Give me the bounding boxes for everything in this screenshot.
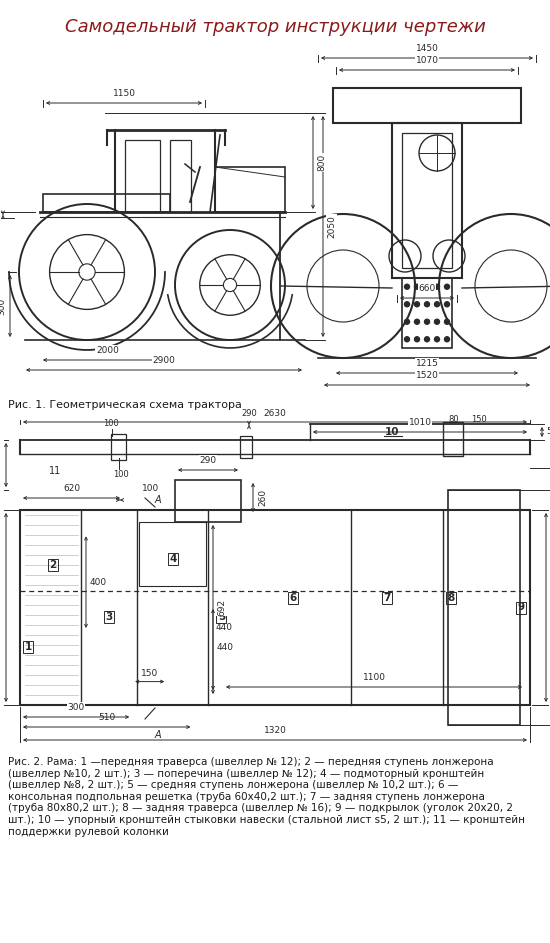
Bar [240,436,252,458]
Text: 6: 6 [289,593,296,603]
Circle shape [404,284,410,290]
Text: 2050: 2050 [327,215,336,238]
Circle shape [415,320,420,324]
Text: 80: 80 [448,416,459,424]
Text: 290: 290 [200,456,217,465]
Circle shape [425,337,430,341]
Text: 9: 9 [518,603,525,613]
Bar [215,167,285,212]
Text: 1010: 1010 [409,418,432,427]
Text: 100: 100 [103,419,119,428]
Text: 4: 4 [169,554,177,564]
Text: 2630: 2630 [263,409,287,418]
Text: A: A [155,495,161,505]
Bar [402,278,452,348]
Text: 510: 510 [98,713,116,722]
Text: 2000: 2000 [96,346,119,355]
Text: 692: 692 [217,599,226,616]
Text: 50: 50 [546,427,550,437]
Text: 620: 620 [63,484,80,493]
Circle shape [444,337,449,341]
Text: 5: 5 [218,612,225,622]
Bar [104,611,114,623]
Circle shape [434,284,439,290]
Bar [516,602,526,614]
Bar [168,553,178,565]
Text: 300: 300 [68,703,85,712]
Bar [443,422,463,456]
Text: 150: 150 [471,416,487,424]
Text: A: A [155,730,161,740]
Circle shape [434,320,439,324]
Circle shape [444,302,449,306]
Bar [333,88,521,123]
Bar [170,140,191,212]
Text: 1320: 1320 [263,726,287,735]
Text: 400: 400 [90,578,107,587]
Circle shape [415,337,420,341]
Text: 660: 660 [419,284,436,293]
Bar [446,592,456,604]
Text: Рис. 1. Геометрическая схема трактора: Рис. 1. Геометрическая схема трактора [8,400,242,410]
Circle shape [415,284,420,290]
Bar [23,640,33,653]
Text: 1150: 1150 [113,89,135,98]
Circle shape [444,284,449,290]
Circle shape [434,337,439,341]
Text: 290: 290 [241,409,257,418]
Bar [288,592,298,604]
Text: 440: 440 [217,643,234,653]
Circle shape [425,302,430,306]
Text: 10: 10 [385,427,399,437]
Text: 800: 800 [317,154,326,171]
Text: 440: 440 [216,622,233,632]
Text: 7: 7 [383,593,391,603]
Bar [382,592,392,604]
Circle shape [415,302,420,306]
Circle shape [404,320,410,324]
Text: 11: 11 [49,466,61,476]
Bar [392,123,462,278]
Bar [402,133,452,268]
Bar [125,140,160,212]
Bar [111,434,126,460]
Text: 2: 2 [50,559,57,570]
Text: 1: 1 [24,641,32,652]
Text: 600: 600 [0,599,2,616]
Text: 150: 150 [141,669,158,678]
Text: 1450: 1450 [416,44,438,53]
Circle shape [444,320,449,324]
Bar [48,558,58,571]
Text: 1100: 1100 [362,673,386,682]
Bar [139,522,206,586]
Bar [20,510,530,705]
Text: 3: 3 [106,612,113,622]
Circle shape [404,302,410,306]
Circle shape [434,302,439,306]
Bar [448,490,520,725]
Circle shape [404,337,410,341]
Text: 1215: 1215 [416,359,438,368]
Text: 260: 260 [258,488,267,505]
Bar [43,194,170,212]
Circle shape [425,284,430,290]
Text: 120: 120 [0,456,2,473]
Text: 1070: 1070 [415,56,438,65]
Bar [175,480,241,522]
Text: 8: 8 [447,593,454,603]
Bar [217,611,227,623]
Text: 100: 100 [142,484,160,493]
Text: 100: 100 [113,470,129,479]
Text: Рис. 2. Рама: 1 —передняя траверса (швеллер № 12); 2 — передняя ступень лонжерон: Рис. 2. Рама: 1 —передняя траверса (швел… [8,757,525,836]
Circle shape [425,320,430,324]
Text: 1520: 1520 [416,371,438,380]
Text: 2900: 2900 [152,356,175,365]
Text: Самодельный трактор инструкции чертежи: Самодельный трактор инструкции чертежи [64,18,486,36]
Text: 300: 300 [0,297,6,315]
